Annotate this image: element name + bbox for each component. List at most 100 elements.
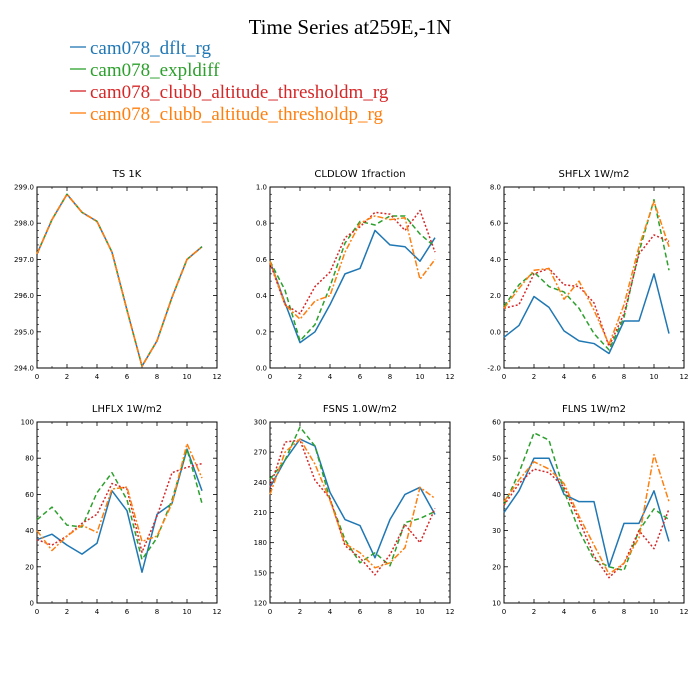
y-tick-label: 120 — [254, 600, 267, 608]
x-tick-label: 12 — [680, 608, 689, 616]
x-tick-label: 4 — [328, 608, 333, 616]
y-tick-label: 60 — [492, 419, 501, 427]
series-line-cam078_clubb_altitude_thresholdp_rg — [503, 453, 670, 575]
y-tick-label: 30 — [492, 527, 501, 535]
y-tick-label: 100 — [21, 419, 34, 427]
series-line-cam078_clubb_altitude_thresholdp_rg — [503, 200, 670, 346]
series-line-cam078_clubb_altitude_thresholdp_rg — [269, 438, 436, 569]
x-tick-label: 12 — [680, 373, 689, 381]
series-line-cam078_clubb_altitude_thresholdp_rg — [36, 442, 203, 552]
x-tick-label: 8 — [388, 373, 392, 381]
y-tick-label: 295.0 — [14, 328, 34, 336]
y-tick-label: 0 — [30, 600, 34, 608]
series-line-cam078_dflt_rg — [503, 273, 670, 355]
x-tick-label: 8 — [622, 608, 626, 616]
series-line-cam078_expldiff — [503, 198, 670, 351]
x-tick-label: 4 — [562, 373, 567, 381]
panel-title: FSNS 1.0W/m2 — [323, 404, 397, 415]
legend-entry: cam078_dflt_rg — [70, 38, 212, 59]
x-tick-label: 4 — [95, 373, 100, 381]
y-tick-label: 299.0 — [14, 184, 34, 192]
y-tick-label: 10 — [492, 600, 501, 608]
panel-title: CLDLOW 1fraction — [314, 169, 405, 180]
y-tick-label: 40 — [492, 491, 501, 499]
plot-frame — [269, 186, 451, 369]
x-tick-label: 8 — [155, 608, 159, 616]
y-tick-label: 0.4 — [256, 292, 268, 300]
y-tick-label: 20 — [25, 563, 34, 571]
y-tick-label: 20 — [492, 563, 501, 571]
x-tick-label: 4 — [562, 608, 567, 616]
x-tick-label: 12 — [446, 373, 455, 381]
x-tick-label: 6 — [358, 608, 363, 616]
x-tick-label: 2 — [298, 608, 302, 616]
y-tick-label: 50 — [492, 455, 501, 463]
x-tick-label: 10 — [416, 373, 425, 381]
x-tick-label: 12 — [213, 608, 222, 616]
y-tick-label: 180 — [254, 539, 267, 547]
x-tick-label: 0 — [268, 608, 272, 616]
x-tick-label: 8 — [388, 608, 392, 616]
y-tick-label: 8.0 — [490, 184, 501, 192]
x-tick-label: 2 — [65, 608, 69, 616]
series-line-cam078_clubb_altitude_thresholdp_rg — [269, 215, 436, 320]
y-tick-label: 294.0 — [14, 365, 34, 373]
legend-label: cam078_clubb_altitude_thresholdp_rg — [90, 104, 384, 125]
x-tick-label: 6 — [592, 608, 597, 616]
legend-entry: cam078_clubb_altitude_thresholdp_rg — [70, 104, 384, 125]
panel-title: SHFLX 1W/m2 — [559, 169, 630, 180]
y-tick-label: 0.2 — [256, 328, 267, 336]
series-line-cam078_expldiff — [269, 215, 436, 342]
x-tick-label: 6 — [125, 373, 130, 381]
figure-title: Time Series at259E,-1N — [249, 15, 452, 39]
series-line-cam078_clubb_altitude_thresholdm_rg — [503, 468, 670, 579]
y-tick-label: 0.0 — [490, 328, 501, 336]
y-tick-label: 0.6 — [256, 256, 268, 264]
x-tick-label: 2 — [65, 373, 69, 381]
plot-frame — [269, 421, 451, 604]
x-tick-label: 4 — [95, 608, 100, 616]
series-line-cam078_expldiff — [269, 426, 436, 567]
series-line-cam078_clubb_altitude_thresholdm_rg — [269, 209, 436, 315]
legend-label: cam078_expldiff — [90, 60, 220, 81]
y-tick-label: 80 — [25, 455, 34, 463]
series-line-cam078_clubb_altitude_thresholdm_rg — [269, 439, 436, 576]
y-tick-label: 0.0 — [256, 365, 267, 373]
x-tick-label: 0 — [35, 608, 39, 616]
legend-label: cam078_clubb_altitude_thresholdm_rg — [90, 82, 389, 103]
series-line-cam078_dflt_rg — [269, 229, 436, 344]
plot-frame — [503, 421, 685, 604]
y-tick-label: 270 — [254, 449, 267, 457]
chart-panel: SHFLX 1W/m2 0 2 4 6 8 10 12 -2.0 0.0 2.0 4.0 6.0 8.0 — [487, 169, 688, 381]
x-tick-label: 12 — [213, 373, 222, 381]
legend-label: cam078_dflt_rg — [90, 38, 212, 59]
chart-panel: FSNS 1.0W/m2 0 2 4 6 8 10 12 120 150 180 210 240 270 3… — [254, 404, 455, 616]
panel-title: TS 1K — [112, 169, 142, 180]
x-tick-label: 6 — [125, 608, 130, 616]
y-tick-label: -2.0 — [487, 365, 501, 373]
x-tick-label: 0 — [35, 373, 39, 381]
y-tick-label: 0.8 — [256, 220, 267, 228]
series-line-cam078_clubb_altitude_thresholdm_rg — [503, 234, 670, 348]
y-tick-label: 296.0 — [14, 292, 34, 300]
series-line-cam078_dflt_rg — [36, 448, 203, 573]
series-line-cam078_clubb_altitude_thresholdm_rg — [36, 462, 203, 554]
y-tick-label: 150 — [254, 569, 267, 577]
y-tick-label: 1.0 — [256, 184, 267, 192]
x-tick-label: 8 — [622, 373, 626, 381]
y-tick-label: 300 — [254, 419, 267, 427]
panel-title: LHFLX 1W/m2 — [92, 404, 162, 415]
panels: TS 1K 0 2 4 6 8 10 12 294.0 295.0 296.0 297.0 298.0 2… — [14, 169, 689, 616]
x-tick-label: 8 — [155, 373, 159, 381]
panel-title: FLNS 1W/m2 — [562, 404, 626, 415]
y-tick-label: 60 — [25, 491, 34, 499]
x-tick-label: 10 — [183, 608, 192, 616]
x-tick-label: 0 — [268, 373, 272, 381]
series-line-cam078_expldiff — [36, 448, 203, 561]
x-tick-label: 2 — [532, 373, 536, 381]
y-tick-label: 4.0 — [490, 256, 501, 264]
chart-panel: CLDLOW 1fraction 0 2 4 6 8 10 12 0.0 0.2 0.4 0.6 0.8… — [256, 169, 455, 381]
series-line-cam078_clubb_altitude_thresholdp_rg — [36, 193, 203, 367]
x-tick-label: 2 — [298, 373, 302, 381]
